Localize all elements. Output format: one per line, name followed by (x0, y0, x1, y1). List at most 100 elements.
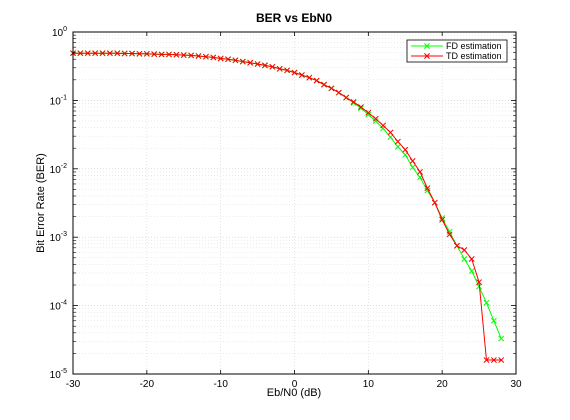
x-tick-label: 0 (292, 379, 298, 390)
y-tick-label: 100 (52, 26, 67, 39)
data-point (306, 74, 313, 81)
marker-stroke (490, 357, 497, 363)
data-point (276, 65, 283, 72)
data-point (431, 199, 438, 206)
data-point (232, 57, 239, 64)
legend-entry-fd: FD estimation (411, 41, 502, 51)
marker-stroke (84, 50, 91, 57)
marker-stroke (106, 50, 113, 57)
marker-stroke (357, 105, 364, 112)
data-point (365, 109, 372, 116)
marker-stroke (372, 115, 379, 122)
legend-marker-fd (424, 43, 430, 49)
data-point (439, 216, 446, 223)
marker-stroke (180, 52, 187, 59)
data-point (402, 146, 409, 153)
marker-stroke (114, 50, 121, 57)
data-point (483, 357, 490, 363)
data-point (350, 98, 357, 105)
data-point (387, 134, 394, 141)
data-point (380, 122, 387, 129)
data-point (476, 279, 483, 286)
marker-stroke (335, 89, 342, 96)
legend-marker-x (424, 43, 430, 49)
marker-stroke (136, 50, 143, 57)
y-axis-label: Bit Error Rate (BER) (35, 153, 47, 253)
data-point (409, 158, 416, 164)
marker-stroke (225, 56, 232, 63)
y-tick-label: 10-5 (50, 368, 67, 381)
marker-stroke (350, 98, 357, 105)
y-tick-label: 10-2 (50, 163, 67, 176)
data-point (335, 89, 342, 96)
data-point (321, 81, 327, 88)
marker-stroke (409, 158, 416, 164)
data-point (129, 50, 136, 57)
data-point (92, 50, 99, 57)
x-tick-label: 10 (363, 379, 375, 390)
data-point (151, 51, 158, 58)
marker-stroke (217, 55, 224, 62)
data-point (180, 52, 187, 59)
marker-stroke (483, 299, 490, 306)
chart-title: BER vs EbN0 (256, 11, 332, 25)
ticks: -30 -20 -10 0 10 20 30 100 10-1 10-2 10-3 10-4 10-5 (50, 26, 522, 390)
marker-stroke (210, 54, 217, 61)
data-point (166, 51, 172, 58)
marker-stroke (446, 231, 453, 238)
marker-stroke (424, 53, 430, 59)
data-point (247, 59, 254, 66)
marker-stroke (195, 53, 202, 60)
marker-stroke (298, 72, 305, 78)
marker-stroke (409, 164, 416, 171)
marker-stroke (158, 51, 165, 58)
data-point (409, 164, 416, 171)
marker-stroke (490, 317, 497, 324)
data-point (394, 138, 401, 145)
marker-stroke (343, 94, 350, 101)
marker-stroke (166, 51, 172, 58)
marker-stroke (129, 50, 136, 57)
data-point (77, 50, 84, 57)
data-point (217, 55, 224, 62)
marker-stroke (424, 187, 431, 194)
data-point (239, 58, 246, 65)
grid (72, 31, 517, 375)
data-point (490, 317, 497, 324)
data-point (468, 268, 475, 275)
data-point (343, 94, 350, 101)
marker-stroke (365, 111, 372, 118)
x-tick-label: 20 (437, 379, 449, 390)
marker-stroke (321, 81, 327, 88)
marker-stroke (306, 74, 313, 81)
marker-stroke (483, 357, 490, 363)
data-point (461, 247, 468, 253)
legend-marker-td (424, 53, 430, 59)
x-tick-label: 30 (510, 379, 522, 390)
data-point (328, 85, 335, 92)
marker-stroke (498, 357, 505, 363)
data-point (254, 61, 261, 68)
marker-stroke (357, 104, 364, 110)
data-point (136, 50, 143, 57)
data-point (357, 104, 364, 110)
data-point (225, 56, 232, 63)
marker-stroke (439, 215, 446, 222)
marker-stroke (99, 50, 106, 57)
x-tick-label: -30 (66, 379, 81, 390)
legend-marker-x (424, 53, 430, 59)
marker-stroke (365, 109, 372, 116)
data-point (158, 51, 165, 58)
marker-stroke (77, 50, 84, 57)
x-tick-label: -10 (213, 379, 228, 390)
data-point (173, 51, 180, 58)
legend-label-td: TD estimation (446, 51, 502, 61)
marker-stroke (313, 77, 320, 84)
data-point (143, 50, 150, 57)
data-point (269, 63, 276, 70)
marker-stroke (387, 134, 394, 141)
marker-stroke (239, 58, 246, 65)
marker-stroke (276, 65, 283, 72)
marker-stroke (151, 51, 158, 58)
